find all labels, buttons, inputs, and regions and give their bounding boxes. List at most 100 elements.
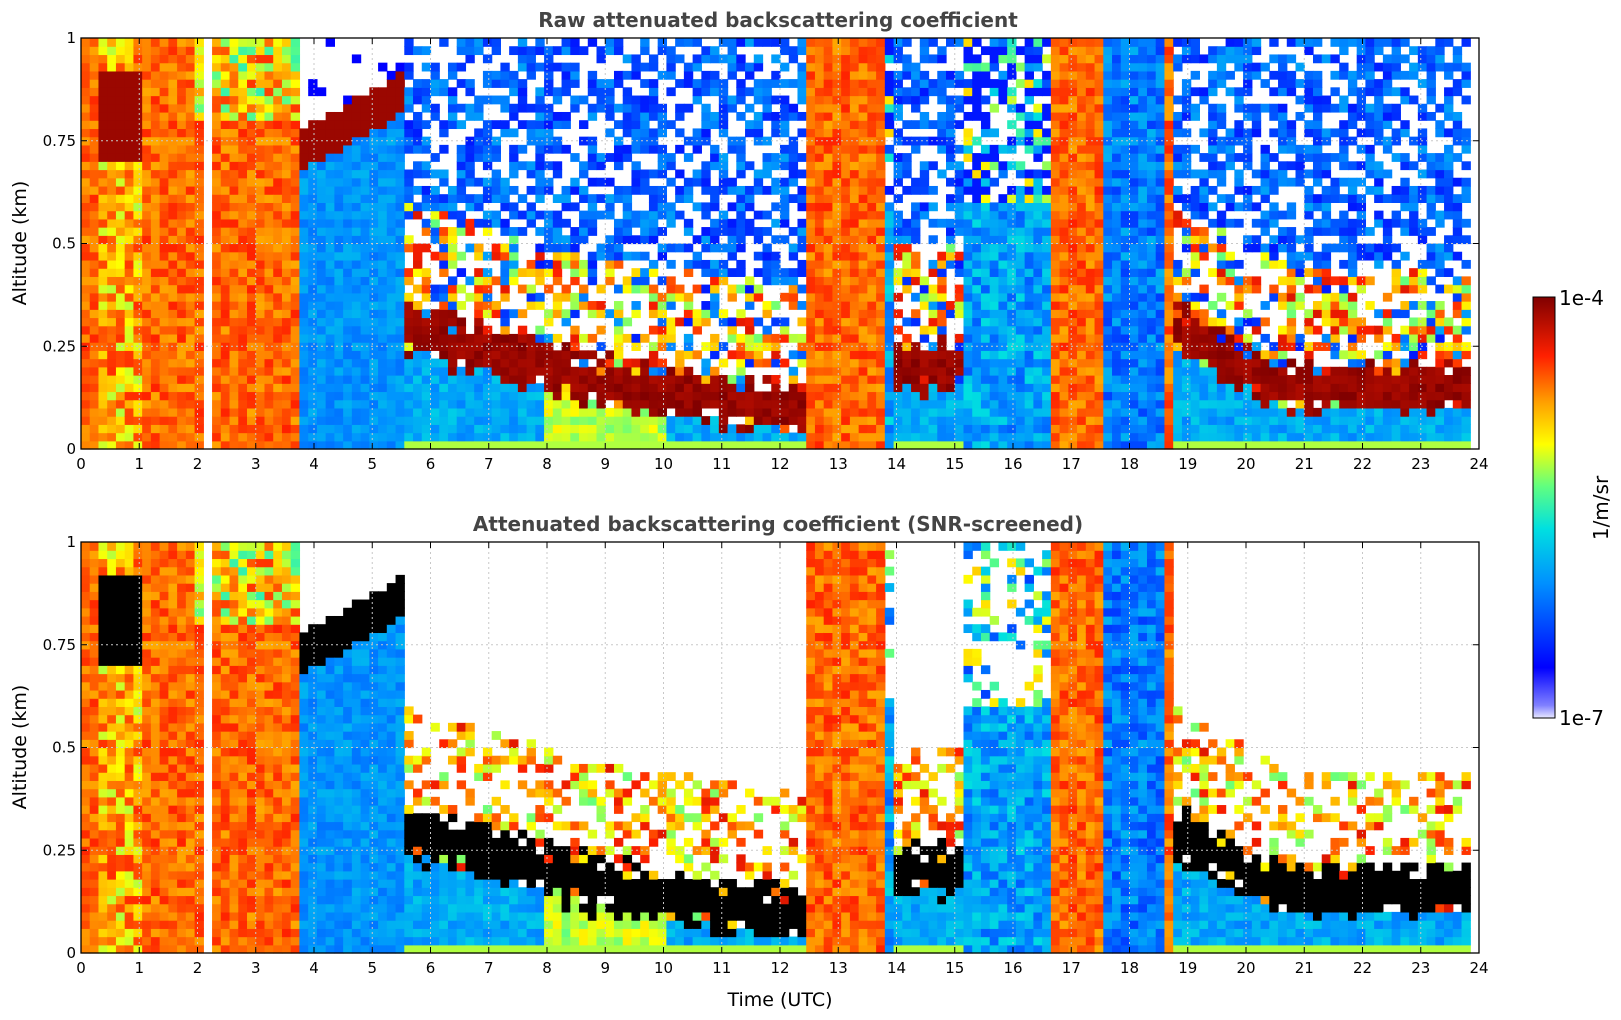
heatmap-cell xyxy=(832,416,842,425)
heatmap-cell xyxy=(718,79,729,88)
heatmap-cell xyxy=(1068,432,1078,442)
heatmap-cell xyxy=(1103,87,1113,97)
heatmap-cell xyxy=(177,185,187,195)
heatmap-cell xyxy=(544,416,554,425)
heatmap-cell xyxy=(142,268,152,277)
heatmap-cell xyxy=(1033,194,1043,203)
heatmap-cell xyxy=(351,218,362,228)
heatmap-cell xyxy=(1024,383,1034,393)
heatmap-cell xyxy=(1050,144,1061,154)
heatmap-cell xyxy=(369,259,379,269)
heatmap-cell xyxy=(98,276,108,286)
heatmap-cell xyxy=(1077,153,1087,162)
heatmap-cell xyxy=(884,424,895,434)
heatmap-cell xyxy=(273,144,283,154)
heatmap-cell xyxy=(194,424,204,434)
heatmap-cell xyxy=(185,120,196,130)
heatmap-cell xyxy=(439,391,449,401)
heatmap-cell xyxy=(351,251,362,261)
heatmap-cell xyxy=(771,383,781,393)
heatmap-cell xyxy=(229,144,239,154)
heatmap-cell xyxy=(1033,218,1043,228)
heatmap-cell xyxy=(648,259,659,269)
heatmap-cell xyxy=(142,210,152,220)
heatmap-cell xyxy=(937,79,947,88)
heatmap-cell xyxy=(395,210,405,220)
heatmap-cell xyxy=(1050,169,1061,179)
heatmap-cell xyxy=(98,153,108,162)
heatmap-cell xyxy=(849,292,860,302)
heatmap-cell xyxy=(963,251,973,261)
heatmap-cell xyxy=(168,95,178,105)
heatmap-cell xyxy=(876,375,886,384)
heatmap-cell xyxy=(1103,440,1113,450)
heatmap-cell xyxy=(1033,144,1043,154)
heatmap-cell xyxy=(369,185,379,195)
heatmap-cell xyxy=(238,375,248,384)
heatmap-cell xyxy=(395,161,405,171)
heatmap-cell xyxy=(1077,440,1087,450)
heatmap-cell xyxy=(124,120,135,130)
heatmap-cell xyxy=(919,177,930,187)
heatmap-cell xyxy=(421,350,432,360)
heatmap-cell xyxy=(185,46,196,56)
heatmap-cell xyxy=(334,375,344,384)
heatmap-cell xyxy=(587,301,598,310)
heatmap-cell xyxy=(89,301,100,310)
heatmap-cell xyxy=(937,284,947,294)
heatmap-cell xyxy=(1068,95,1078,105)
heatmap-cell xyxy=(159,424,169,434)
heatmap-cell xyxy=(736,38,746,47)
heatmap-cell xyxy=(1120,416,1131,425)
heatmap-cell xyxy=(710,383,720,393)
heatmap-cell xyxy=(1024,268,1034,277)
heatmap-cell xyxy=(124,301,135,310)
heatmap-cell xyxy=(229,259,239,269)
heatmap-cell xyxy=(989,440,1000,450)
heatmap-cell xyxy=(264,317,274,327)
heatmap-cell xyxy=(1103,325,1113,335)
heatmap-cell xyxy=(229,202,239,212)
heatmap-cell xyxy=(247,325,257,335)
heatmap-cell xyxy=(238,161,248,171)
heatmap-cell xyxy=(605,366,615,376)
heatmap-cell xyxy=(89,424,100,434)
heatmap-cell xyxy=(465,111,475,121)
heatmap-cell xyxy=(937,432,947,442)
heatmap-cell xyxy=(360,333,370,343)
heatmap-cell xyxy=(369,103,379,113)
heatmap-cell xyxy=(308,218,318,228)
heatmap-cell xyxy=(482,177,493,187)
heatmap-cell xyxy=(911,309,921,319)
heatmap-cell xyxy=(185,202,196,212)
heatmap-cell xyxy=(841,177,851,187)
heatmap-cell xyxy=(858,366,868,376)
heatmap-cell xyxy=(814,333,825,343)
heatmap-cell xyxy=(124,218,135,228)
heatmap-cell xyxy=(89,120,100,130)
heatmap-cell xyxy=(1007,54,1017,64)
heatmap-cell xyxy=(849,153,860,162)
heatmap-cell xyxy=(273,333,283,343)
heatmap-cell xyxy=(657,153,668,162)
heatmap-cell xyxy=(552,416,563,425)
heatmap-cell xyxy=(561,194,571,203)
heatmap-cell xyxy=(980,243,991,253)
heatmap-cell xyxy=(194,375,204,384)
heatmap-cell xyxy=(849,342,860,351)
heatmap-cell xyxy=(622,375,633,384)
heatmap-cell xyxy=(780,210,790,220)
heatmap-cell xyxy=(963,317,973,327)
heatmap-cell xyxy=(963,38,973,47)
heatmap-cell xyxy=(1077,243,1087,253)
heatmap-cell xyxy=(404,366,414,376)
heatmap-cell xyxy=(81,70,91,80)
heatmap-cell xyxy=(430,383,440,393)
heatmap-cell xyxy=(404,144,414,154)
heatmap-cell xyxy=(1094,70,1104,80)
heatmap-cell xyxy=(710,87,720,97)
heatmap-cell xyxy=(788,46,799,56)
heatmap-cell xyxy=(343,111,353,121)
heatmap-cell xyxy=(194,210,204,220)
heatmap-cell xyxy=(762,111,772,121)
